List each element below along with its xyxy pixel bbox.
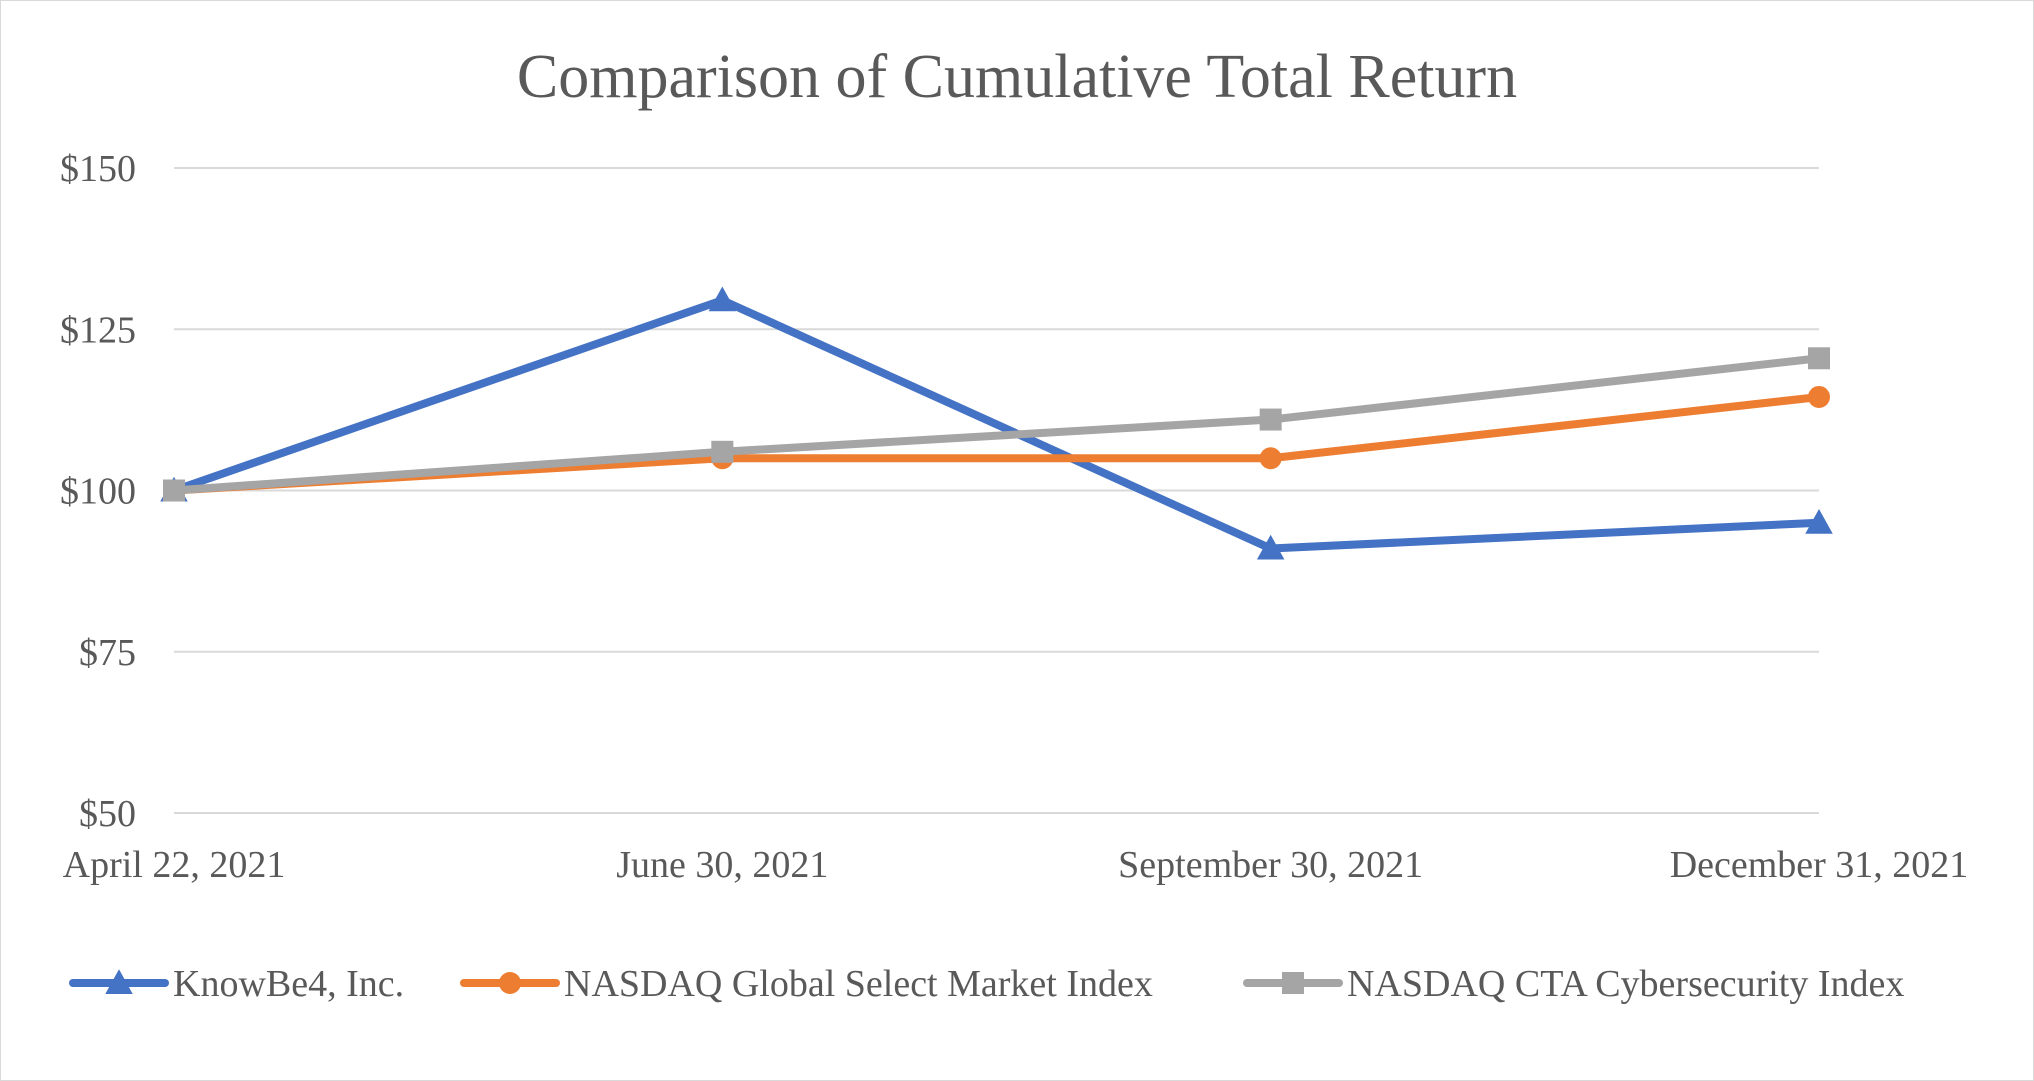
y-tick-label: $50 <box>79 793 136 835</box>
legend-marker <box>105 969 133 994</box>
y-tick-label: $75 <box>79 632 136 674</box>
gridlines <box>174 167 1819 814</box>
x-tick-label: April 22, 2021 <box>63 844 286 886</box>
legend-label: NASDAQ CTA Cybersecurity Index <box>1347 963 1904 1005</box>
data-point-2-0 <box>163 479 185 502</box>
data-point-0-2 <box>1256 534 1285 560</box>
y-axis-ticks: $50 $75 $100 $125 $150 <box>60 148 136 835</box>
data-point-1-3 <box>1808 385 1830 408</box>
data-point-1-2 <box>1259 447 1282 470</box>
y-tick-label: $100 <box>60 471 136 513</box>
legend-marker <box>499 972 521 994</box>
y-tick-label: $125 <box>60 309 136 351</box>
series-line-0 <box>170 296 1823 553</box>
legend-item-1: NASDAQ Global Select Market Index <box>460 963 1153 1005</box>
data-point-2-1 <box>711 440 734 463</box>
legend: KnowBe4, Inc. NASDAQ Global Select Market… <box>69 963 1904 1005</box>
legend-label: NASDAQ Global Select Market Index <box>564 963 1153 1005</box>
series-lines <box>170 296 1823 553</box>
legend-item-0: KnowBe4, Inc. <box>69 963 404 1005</box>
series-line-2 <box>170 354 1823 495</box>
x-tick-label: December 31, 2021 <box>1670 844 1969 886</box>
data-point-2-3 <box>1808 347 1830 370</box>
x-tick-label: June 30, 2021 <box>616 844 828 886</box>
data-point-2-2 <box>1259 408 1282 431</box>
y-tick-label: $150 <box>60 148 136 190</box>
legend-item-2: NASDAQ CTA Cybersecurity Index <box>1243 963 1904 1005</box>
data-point-0-3 <box>1805 509 1833 534</box>
x-axis-ticks: April 22, 2021 June 30, 2021 September 30,… <box>63 844 1969 886</box>
chart-title: Comparison of Cumulative Total Return <box>517 43 1517 111</box>
legend-marker <box>1282 972 1304 994</box>
series-markers <box>160 286 1833 560</box>
x-tick-label: September 30, 2021 <box>1118 844 1423 886</box>
legend-label: KnowBe4, Inc. <box>173 963 404 1005</box>
data-point-0-1 <box>708 286 737 312</box>
